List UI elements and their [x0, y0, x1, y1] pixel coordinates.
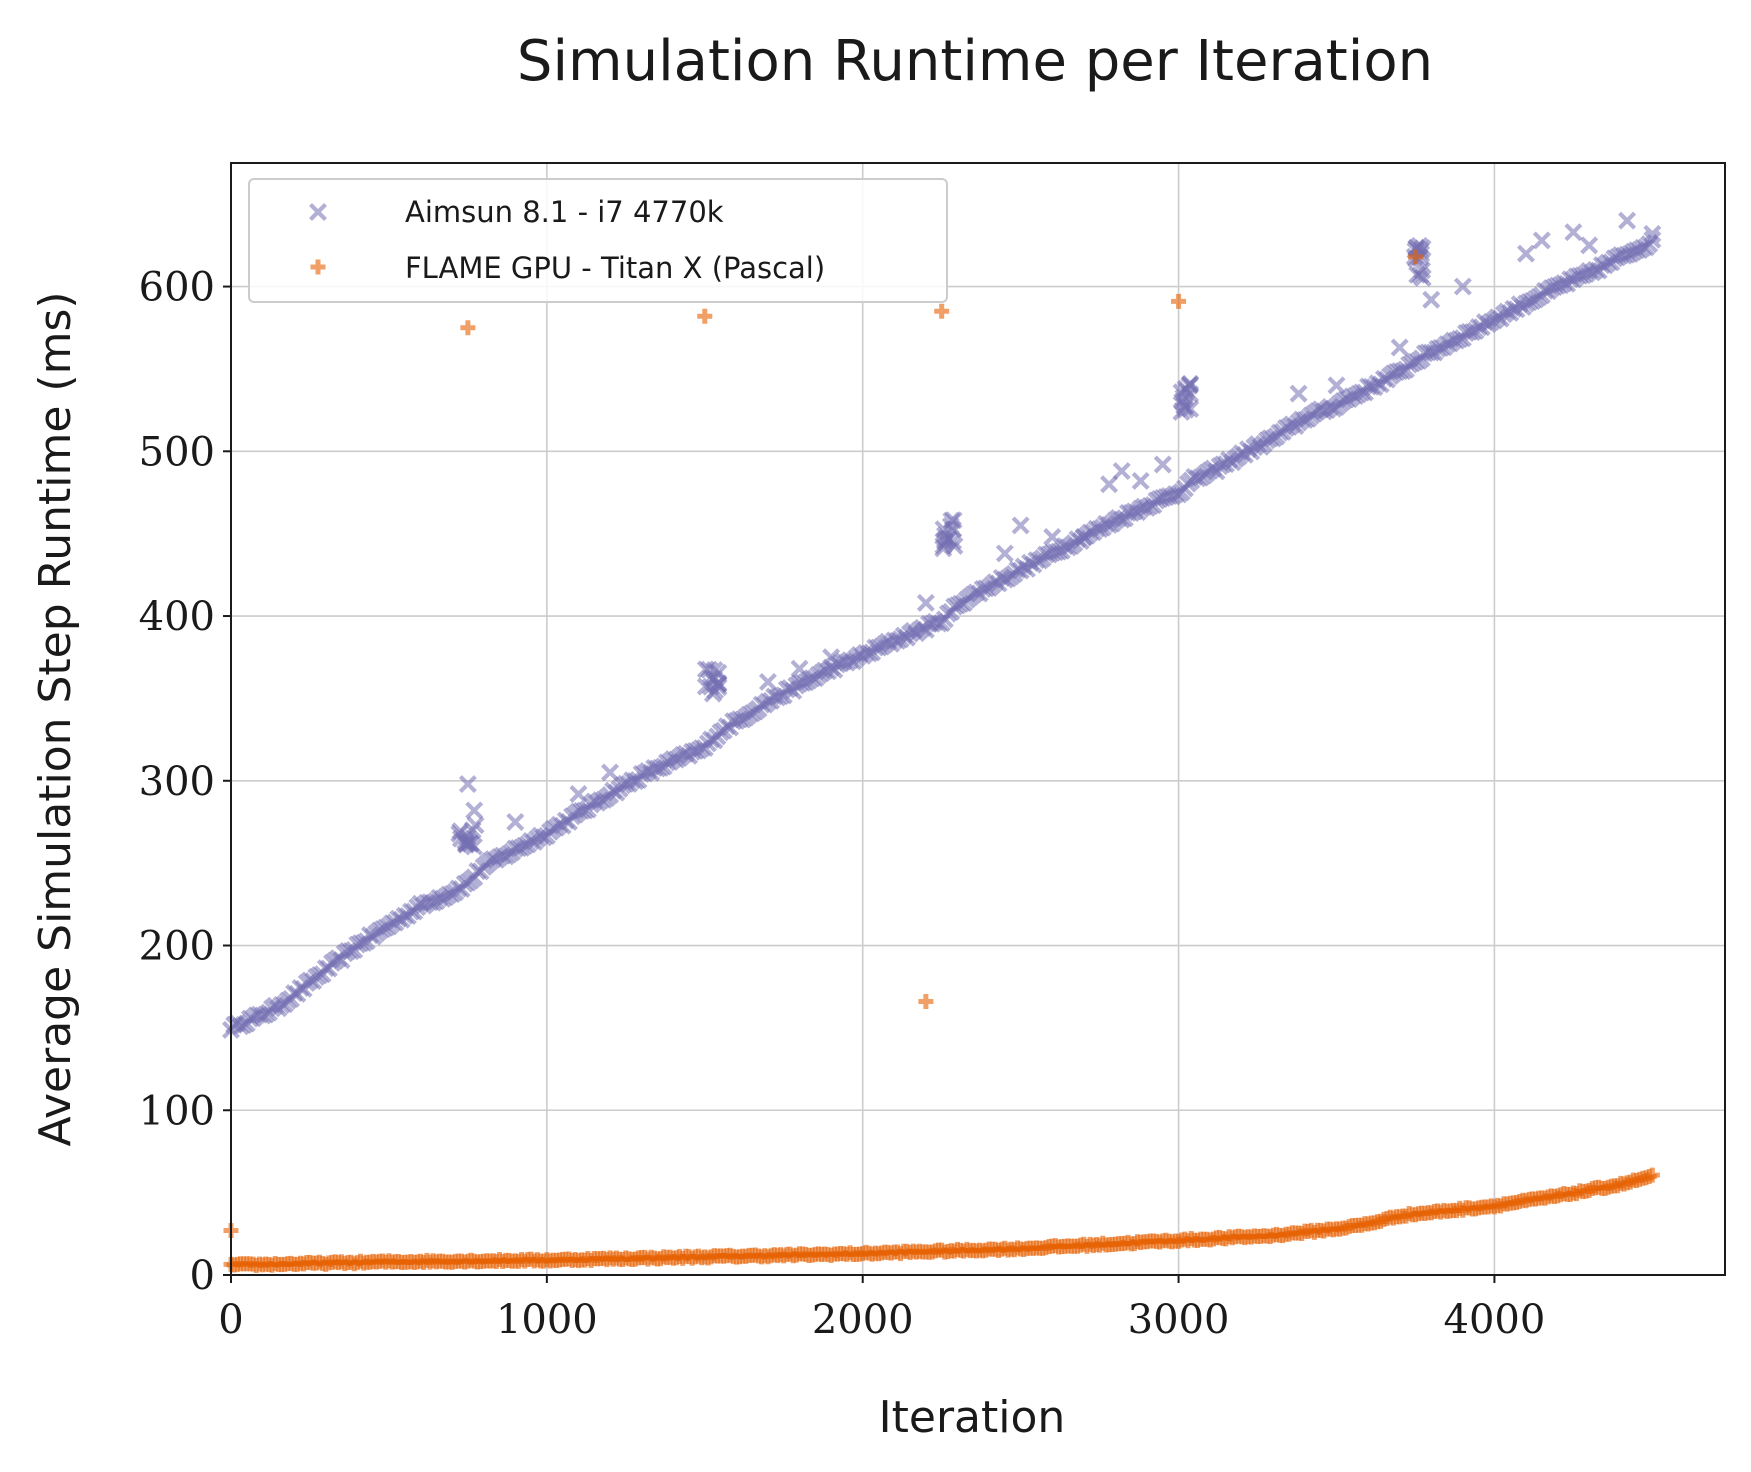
y-axis-label: Average Simulation Step Runtime (ms)	[30, 291, 81, 1146]
data-point	[941, 517, 960, 536]
y-axis-ticks: 0 100 200 300 400 500 600	[139, 265, 231, 1299]
x-axis-label: Iteration	[879, 1392, 1066, 1443]
x-tick-label: 1000	[496, 1297, 598, 1343]
data-point	[1011, 516, 1030, 535]
data-point	[1074, 527, 1093, 546]
data-point	[1181, 399, 1200, 418]
data-point	[1043, 527, 1062, 546]
y-tick-label: 200	[139, 924, 215, 970]
y-tick-label: 0	[190, 1253, 215, 1299]
series-flamegpu	[223, 249, 1660, 1274]
data-point	[506, 812, 525, 831]
data-point	[451, 829, 470, 848]
data-point	[918, 994, 934, 1010]
legend-label-flamegpu: FLAME GPU - Titan X (Pascal)	[405, 251, 825, 285]
legend-marker-glyph	[309, 203, 327, 221]
data-point	[1422, 290, 1441, 309]
data-point	[1643, 230, 1662, 249]
x-tick-label: 0	[218, 1297, 243, 1343]
data-point	[700, 660, 719, 679]
chart-title: Simulation Runtime per Iteration	[517, 29, 1433, 94]
legend-box	[248, 178, 948, 303]
legend: Aimsun 8.1 - i7 4770k FLAME GPU - Titan …	[248, 178, 948, 303]
data-point	[916, 593, 935, 612]
data-point	[1644, 1167, 1660, 1183]
data-point	[460, 320, 476, 336]
y-tick-label: 300	[139, 759, 215, 805]
data-point	[465, 801, 484, 820]
data-point	[601, 763, 620, 782]
data-point	[1289, 384, 1308, 403]
data-point	[1390, 338, 1409, 357]
data-point	[758, 672, 777, 691]
data-point	[1112, 462, 1131, 481]
data-point	[1171, 293, 1187, 309]
series-layer	[222, 211, 1662, 1274]
data-point	[1408, 265, 1427, 284]
y-tick-label: 100	[139, 1088, 215, 1134]
data-point	[1407, 249, 1423, 265]
legend-label-aimsun: Aimsun 8.1 - i7 4770k	[405, 195, 724, 229]
data-point	[1618, 211, 1637, 230]
data-point	[1453, 277, 1472, 296]
data-point	[1327, 376, 1346, 395]
x-axis-ticks: 0 1000 2000 3000 4000	[218, 1275, 1545, 1343]
data-point	[942, 511, 961, 530]
data-point	[1153, 455, 1172, 474]
data-point	[697, 308, 713, 324]
x-tick-label: 2000	[812, 1297, 914, 1343]
y-tick-label: 600	[139, 265, 215, 311]
plot-frame	[230, 162, 1726, 1276]
data-point	[945, 536, 964, 555]
data-point	[1174, 388, 1193, 407]
data-point	[790, 659, 809, 678]
data-point	[995, 544, 1014, 563]
data-point	[1100, 475, 1119, 494]
data-point	[1517, 244, 1535, 263]
data-point	[1131, 471, 1150, 490]
legend-marker-glyph	[310, 259, 326, 275]
data-point	[708, 674, 727, 693]
y-tick-label: 400	[139, 594, 215, 640]
x-tick-label: 3000	[1128, 1297, 1230, 1343]
data-point	[458, 775, 477, 794]
data-point	[466, 816, 485, 835]
series-aimsun	[222, 211, 1662, 1039]
legend-marker-flamegpu	[310, 259, 326, 275]
data-point	[1643, 224, 1662, 243]
data-point	[934, 303, 950, 319]
data-point	[822, 648, 841, 667]
x-tick-label: 4000	[1444, 1297, 1546, 1343]
grid-lines	[230, 163, 1725, 1276]
data-point	[1564, 223, 1583, 242]
y-tick-label: 500	[139, 429, 215, 475]
data-point	[569, 784, 588, 803]
data-point	[1532, 231, 1551, 250]
legend-marker-aimsun	[309, 203, 327, 221]
data-point	[1580, 236, 1599, 255]
